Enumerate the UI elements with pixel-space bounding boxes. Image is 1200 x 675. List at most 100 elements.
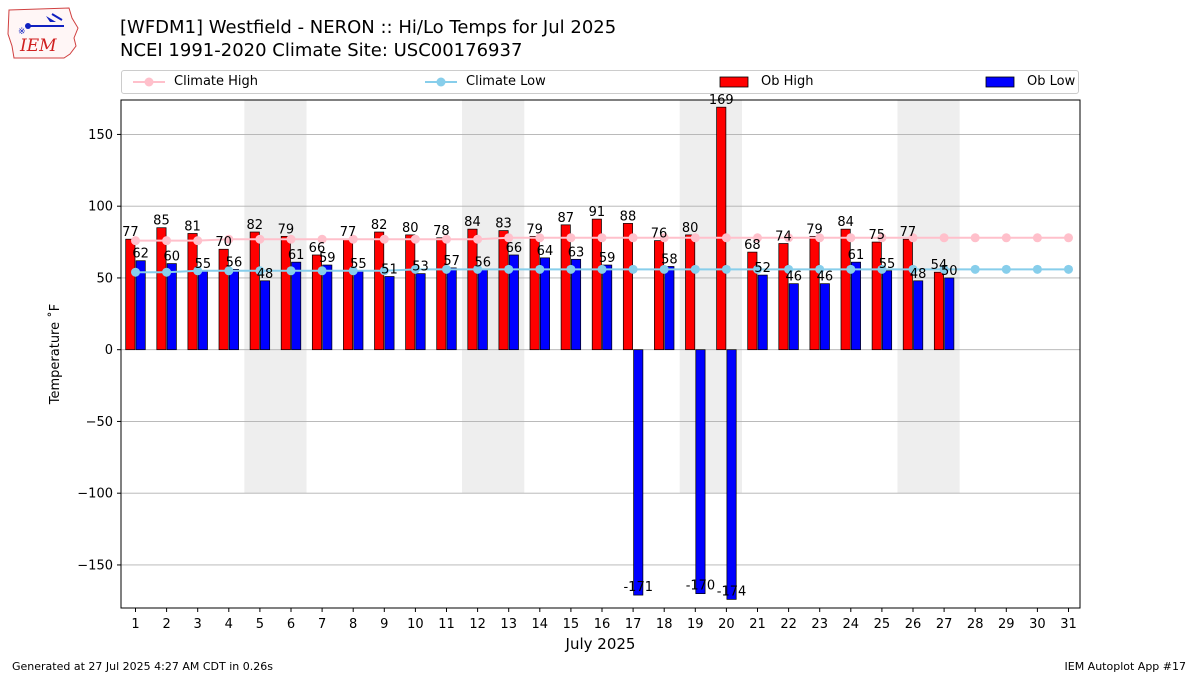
x-tick-label: 7 — [318, 617, 326, 632]
legend-ob-low-marker — [985, 76, 1015, 88]
y-tick-label: −50 — [86, 415, 113, 430]
ob-low-bar — [850, 261, 861, 351]
ob-low-bar — [726, 349, 737, 600]
climate-low-point — [659, 264, 669, 274]
y-axis-label: Temperature ˚F — [47, 304, 63, 405]
climate-low-point — [846, 264, 856, 274]
ob-high-label: 84 — [837, 215, 854, 230]
ob-high-label: 66 — [309, 241, 326, 256]
climate-high-point — [1032, 233, 1042, 243]
climate-high-point — [877, 233, 887, 243]
legend-climate-low-marker — [425, 77, 457, 87]
ob-low-bar — [322, 264, 333, 351]
ob-high-label: 78 — [433, 224, 450, 239]
climate-high-point — [224, 234, 234, 244]
x-tick-label: 19 — [687, 617, 704, 632]
ob-low-label: -174 — [717, 584, 747, 599]
ob-low-label: 53 — [412, 260, 429, 275]
ob-high-bar — [778, 243, 789, 351]
ob-high-bar — [591, 218, 602, 351]
ob-high-bar — [622, 223, 633, 351]
ob-low-bar — [539, 257, 550, 351]
climate-low-point — [877, 264, 887, 274]
x-tick-label: 27 — [936, 617, 953, 632]
x-tick-label: 6 — [287, 617, 295, 632]
y-tick-label: 100 — [88, 200, 113, 215]
legend-ob-low-label: Ob Low — [1027, 74, 1076, 89]
climate-low-point — [131, 267, 140, 277]
ob-high-label: 75 — [868, 228, 885, 243]
x-tick-label: 2 — [162, 617, 170, 632]
climate-high-point — [162, 236, 172, 246]
ob-high-label: 80 — [402, 221, 419, 236]
ob-low-bar — [353, 270, 364, 351]
x-tick-label: 16 — [594, 617, 611, 632]
ob-high-bar — [654, 240, 665, 351]
ob-low-label: 63 — [568, 245, 585, 260]
climate-low-point — [442, 264, 451, 274]
legend-climate-high-label: Climate High — [174, 74, 259, 89]
ob-high-label: 88 — [620, 209, 637, 224]
x-tick-label: 1 — [131, 617, 139, 632]
logo-text: IEM — [19, 36, 57, 56]
ob-high-bar — [125, 238, 136, 351]
ob-high-bar — [747, 251, 758, 351]
ob-low-bar — [291, 261, 302, 351]
climate-high-point — [753, 233, 762, 243]
x-tick-label: 18 — [656, 617, 673, 632]
x-tick-label: 22 — [780, 617, 797, 632]
climate-low-point — [566, 264, 576, 274]
ob-high-label: 91 — [589, 205, 606, 220]
ob-high-bar — [280, 235, 291, 351]
x-tick-label: 20 — [718, 617, 735, 632]
footer-generated: Generated at 27 Jul 2025 4:27 AM CDT in … — [12, 660, 273, 673]
ob-high-label: 77 — [900, 225, 917, 240]
legend-climate-low-label: Climate Low — [466, 74, 546, 89]
climate-low-point — [690, 264, 700, 274]
ob-low-bar — [633, 349, 644, 596]
ob-low-label: 60 — [163, 250, 180, 265]
ob-low-label: 51 — [381, 263, 398, 278]
ob-low-bar — [695, 349, 706, 594]
ob-low-label: 56 — [474, 255, 491, 270]
x-tick-label: 29 — [998, 617, 1015, 632]
ob-low-label: 57 — [443, 254, 460, 269]
ob-high-bar — [343, 238, 354, 351]
climate-high-point — [1001, 233, 1011, 243]
ob-high-label: 85 — [153, 214, 170, 229]
climate-low-point — [939, 264, 949, 274]
x-tick-label: 11 — [438, 617, 455, 632]
ob-low-label: 66 — [506, 241, 523, 256]
climate-high-point — [659, 233, 669, 243]
ob-low-label: 61 — [288, 248, 305, 263]
ob-low-label: 48 — [257, 267, 274, 282]
ob-high-bar — [405, 234, 416, 351]
ob-high-label: 80 — [682, 221, 699, 236]
climate-high-point — [379, 234, 389, 244]
ob-low-bar — [913, 280, 924, 351]
climate-high-point — [442, 234, 451, 244]
ob-low-bar — [135, 260, 146, 351]
climate-low-point — [721, 264, 731, 274]
x-tick-label: 17 — [625, 617, 642, 632]
ob-high-bar — [374, 231, 385, 351]
x-tick-label: 9 — [380, 617, 388, 632]
ob-low-bar — [944, 277, 955, 351]
x-tick-label: 14 — [532, 617, 549, 632]
climate-low-point — [379, 266, 389, 276]
x-tick-label: 30 — [1029, 617, 1046, 632]
ob-low-label: 59 — [599, 251, 616, 266]
climate-low-point — [473, 264, 483, 274]
climate-low-point — [753, 264, 762, 274]
chart-title: [WFDM1] Westfield - NERON :: Hi/Lo Temps… — [120, 17, 617, 38]
ob-low-bar — [757, 274, 768, 351]
x-tick-label: 24 — [843, 617, 860, 632]
ob-high-label: 84 — [464, 215, 481, 230]
legend-climate-high-marker — [133, 77, 165, 87]
ob-high-bar — [809, 235, 820, 351]
ob-low-bar — [477, 268, 488, 351]
climate-high-point — [970, 233, 980, 243]
ob-high-label: 76 — [651, 227, 668, 242]
x-tick-label: 26 — [905, 617, 922, 632]
legend-ob-high-label: Ob High — [761, 74, 814, 89]
